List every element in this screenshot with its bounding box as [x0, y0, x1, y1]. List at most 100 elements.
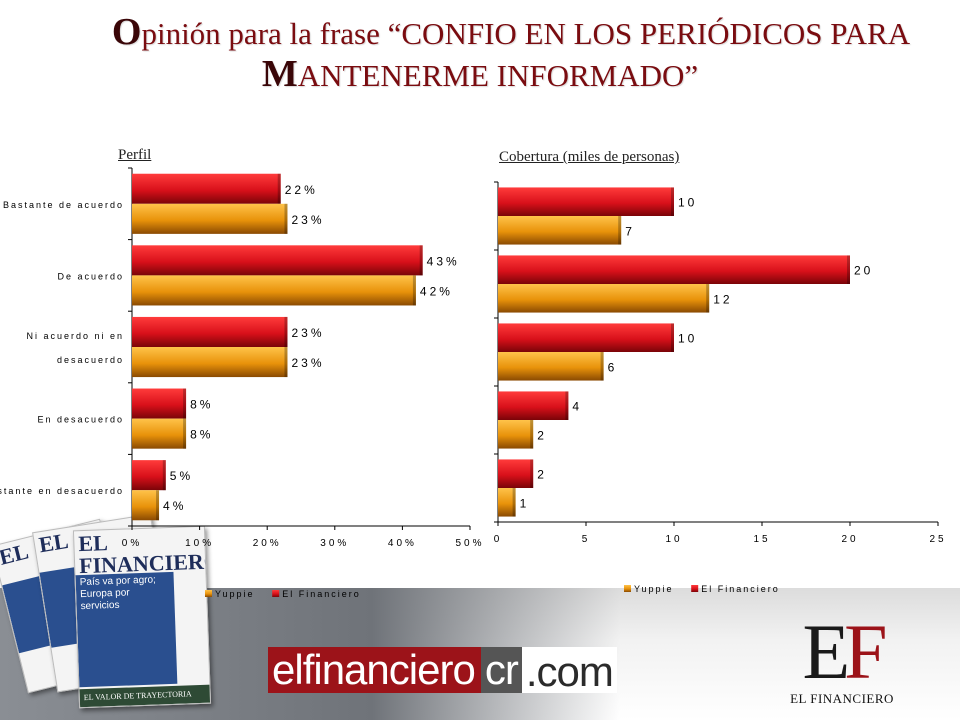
data-label: 7 [625, 224, 635, 238]
title-text-2: ANTENERME INFORMADO” [297, 58, 699, 93]
x-tick-label: 20% [253, 538, 282, 549]
bar-edge [284, 203, 288, 234]
data-label: 23% [291, 213, 324, 227]
site-logo-part-1: elfinanciero [268, 647, 481, 693]
bar-yuppie [132, 275, 416, 306]
x-tick-label: 15 [753, 534, 770, 545]
bar-el-financiero [132, 245, 423, 276]
bar-yuppie [498, 216, 622, 245]
bar-edge [847, 255, 850, 284]
x-tick-label: 20 [841, 534, 858, 545]
title-initial-2: M [261, 53, 298, 95]
legend-label: El Financiero [701, 584, 780, 594]
bar-edge [412, 275, 416, 306]
bar-edge [530, 420, 534, 449]
legend-swatch [272, 590, 280, 597]
x-tick-label: 0% [122, 538, 142, 549]
bar-edge [600, 352, 604, 381]
bar-edge [284, 347, 288, 378]
category-label: desacuerdo [57, 355, 124, 365]
x-tick-label: 25 [929, 534, 946, 545]
site-logo-part-3: .com [521, 647, 617, 695]
data-label: 6 [608, 360, 618, 374]
legend-label: Yuppie [634, 584, 674, 594]
data-label: 8% [190, 428, 213, 442]
bar-el-financiero [132, 316, 288, 347]
bar-edge [156, 490, 160, 521]
category-label: Ni acuerdo ni en [26, 331, 124, 341]
bar-el-financiero [498, 255, 850, 284]
charts-canvas: 0% 10% 20% 30% 40% 50% 22% 23% 43% 42% 23% 23% 8% 8% 5… [0, 167, 946, 599]
legend-label: El Financiero [282, 589, 361, 599]
ef-logo-name: EL FINANCIERO [790, 691, 894, 706]
legend-swatch [205, 590, 212, 597]
bar-el-financiero [132, 460, 166, 491]
bar-el-financiero [498, 187, 674, 216]
ef-monogram: EF [802, 608, 887, 695]
title-initial-1: O [111, 11, 142, 53]
legend-swatch [691, 585, 699, 592]
bar-el-financiero [498, 459, 534, 488]
data-label: 1 [520, 496, 530, 510]
newspaper-footer: EL VALOR DE TRAYECTORIA [79, 684, 212, 708]
bar-yuppie [132, 418, 187, 449]
bar-edge [565, 391, 569, 420]
legend-label: Yuppie [215, 589, 255, 599]
data-label: 8% [190, 398, 213, 412]
bar-edge [671, 187, 674, 216]
data-label: 20 [854, 264, 873, 278]
bar-edge [671, 323, 674, 352]
legend-swatch [624, 585, 631, 592]
bar-edge [284, 316, 288, 347]
bar-yuppie [498, 352, 604, 381]
bar-edge [706, 284, 710, 313]
title-line-1: Opinión para la frase “CONFIO EN LOS PER… [0, 12, 960, 54]
bar-el-financiero [498, 323, 674, 352]
data-label: 2 [537, 428, 547, 442]
x-tick-label: 10% [185, 538, 214, 549]
bar-yuppie [498, 284, 710, 313]
title-line-2: MANTENERME INFORMADO” [0, 54, 960, 96]
x-tick-label: 40% [388, 538, 417, 549]
bar-yuppie [498, 488, 516, 517]
bar-edge [162, 460, 166, 491]
category-label: Bastante en desacuerdo [0, 486, 124, 496]
data-label: 10 [678, 196, 697, 210]
bar-yuppie [132, 203, 288, 234]
x-tick-label: 10 [665, 534, 682, 545]
elfinancierocr-logo[interactable]: elfinanciero cr .com [268, 647, 617, 695]
bar-edge [183, 388, 187, 419]
site-logo-part-2: cr [480, 647, 522, 693]
data-label: 4 [572, 400, 582, 414]
data-label: 12 [713, 292, 732, 306]
data-label: 4% [163, 499, 186, 513]
data-label: 23% [291, 326, 324, 340]
data-label: 5% [170, 469, 193, 483]
el-financiero-logo: EF EL FINANCIERO [782, 608, 902, 707]
x-tick-label: 5 [582, 534, 591, 545]
bar-yuppie [132, 490, 160, 521]
cobertura-chart-title: Cobertura (miles de personas) [499, 149, 680, 165]
perfil-chart: 0% 10% 20% 30% 40% 50% 22% 23% 43% 42% 23% 23% 8% 8% 5… [0, 167, 484, 599]
x-tick-label: 0 [494, 534, 503, 545]
page-title: Opinión para la frase “CONFIO EN LOS PER… [0, 12, 960, 96]
bar-edge [183, 418, 187, 449]
bar-el-financiero [132, 173, 281, 204]
bar-edge [530, 459, 534, 488]
bar-yuppie [132, 347, 288, 378]
category-label: De acuerdo [57, 271, 124, 281]
data-label: 2 [537, 468, 547, 482]
data-label: 23% [291, 356, 324, 370]
bar-yuppie [498, 420, 534, 449]
title-text-1: pinión para la frase “CONFIO EN LOS PERI… [141, 16, 911, 51]
bar-edge [618, 216, 622, 245]
category-label: Bastante de acuerdo [3, 200, 124, 210]
x-tick-label: 50% [455, 538, 484, 549]
category-label: En desacuerdo [37, 415, 124, 425]
bar-el-financiero [132, 388, 187, 419]
data-label: 22% [285, 183, 318, 197]
bar-edge [512, 488, 516, 517]
data-label: 10 [678, 332, 697, 346]
bar-edge [277, 173, 281, 204]
